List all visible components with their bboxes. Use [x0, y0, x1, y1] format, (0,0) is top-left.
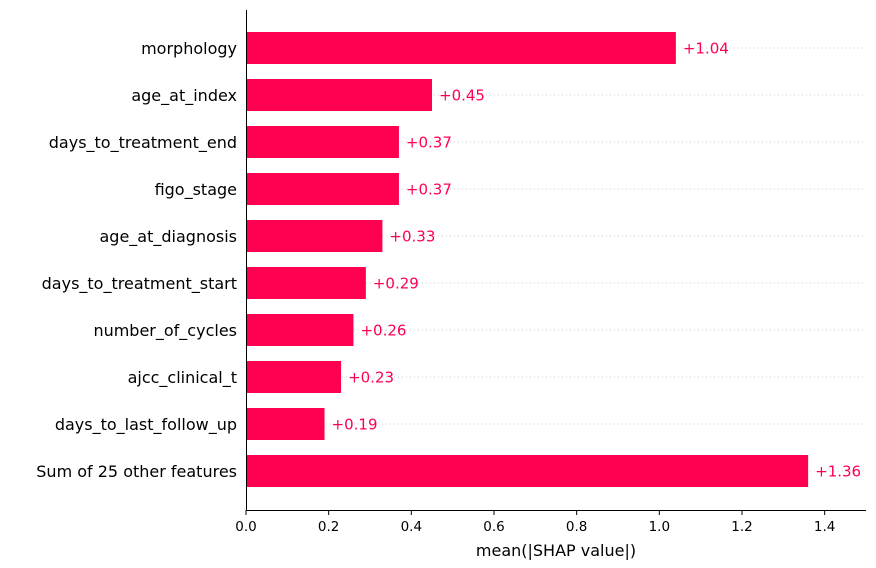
- bar-value-label: +0.37: [406, 134, 452, 152]
- category-label: days_to_treatment_start: [42, 274, 237, 294]
- x-tick-label: 0.2: [318, 519, 339, 535]
- bar-ajcc-clinical-t: [246, 361, 342, 393]
- category-label: morphology: [141, 39, 237, 58]
- x-tick-label: 0.4: [401, 519, 422, 535]
- x-axis-ticks: 0.0 0.2 0.4 0.6 0.8 1.0 1.2 1.4: [235, 510, 835, 535]
- x-tick-label: 1.4: [814, 519, 835, 535]
- bar-value-label: +0.29: [373, 275, 419, 293]
- x-tick-label: 1.0: [649, 519, 670, 535]
- row-guides: [246, 47, 866, 472]
- bar-value-label: +0.33: [389, 228, 435, 246]
- bar-age-at-index: [246, 79, 432, 111]
- x-tick-label: 0.6: [483, 519, 504, 535]
- x-tick-label: 1.2: [731, 519, 752, 535]
- category-label: Sum of 25 other features: [36, 462, 237, 481]
- value-labels: +1.04 +0.45 +0.37 +0.37 +0.33 +0.29 +0.26 +0.23…: [332, 40, 862, 481]
- bar-value-label: +1.36: [815, 463, 861, 481]
- category-label: age_at_diagnosis: [100, 227, 238, 247]
- category-label: days_to_last_follow_up: [55, 415, 237, 435]
- bar-morphology: [246, 32, 676, 64]
- category-label: figo_stage: [155, 180, 237, 200]
- category-label: age_at_index: [131, 86, 237, 106]
- bar-value-label: +0.26: [360, 322, 406, 340]
- bar-number-of-cycles: [246, 314, 354, 346]
- category-labels: morphology age_at_index days_to_treatment_…: [36, 39, 237, 481]
- x-axis-title: mean(|SHAP value|): [476, 541, 636, 560]
- bar-value-label: +0.19: [332, 416, 378, 434]
- bar-days-to-last-follow-up: [246, 408, 325, 440]
- x-tick-label: 0.8: [566, 519, 587, 535]
- bars: [246, 32, 809, 487]
- bar-days-to-treatment-end: [246, 126, 399, 158]
- category-label: days_to_treatment_end: [49, 133, 237, 153]
- bar-value-label: +0.23: [348, 369, 394, 387]
- bar-age-at-diagnosis: [246, 220, 383, 252]
- bar-days-to-treatment-start: [246, 267, 366, 299]
- x-tick-label: 0.0: [235, 519, 256, 535]
- bar-figo-stage: [246, 173, 399, 205]
- category-label: ajcc_clinical_t: [128, 368, 237, 388]
- category-label: number_of_cycles: [93, 321, 237, 341]
- axes: [246, 10, 866, 511]
- bar-sum-of-25-other-features: [246, 455, 809, 487]
- bar-value-label: +0.37: [406, 181, 452, 199]
- bar-value-label: +0.45: [439, 87, 485, 105]
- bar-value-label: +1.04: [683, 40, 729, 58]
